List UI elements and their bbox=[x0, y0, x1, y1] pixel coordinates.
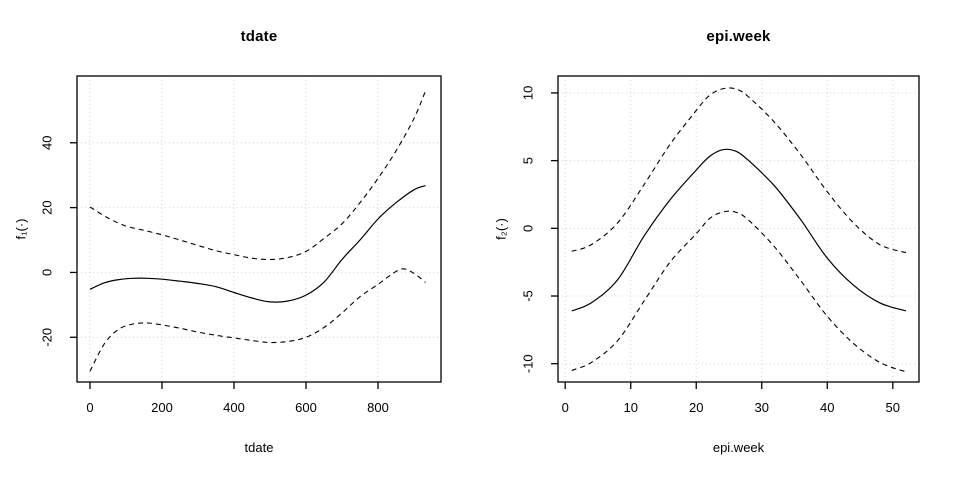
x-axis-tick-label: 600 bbox=[295, 400, 317, 415]
plot-box bbox=[76, 75, 442, 383]
lower-ci-curve bbox=[571, 210, 907, 373]
x-axis-tick-label: 400 bbox=[223, 400, 245, 415]
y-axis-tick-label: 40 bbox=[39, 136, 54, 150]
y-axis-label-f2: f₂(·) bbox=[493, 218, 509, 240]
x-axis-tick-label: 10 bbox=[623, 400, 637, 415]
lower-ci-curve bbox=[89, 268, 426, 372]
plot-title-epi-week: epi.week bbox=[706, 28, 771, 45]
plot-box bbox=[557, 75, 920, 383]
plot-title-tdate: tdate bbox=[240, 28, 278, 45]
tdate-plot-canvas: 0 200 400 600 800 -20 0 20 40 bbox=[39, 75, 442, 415]
y-axis-tick-label: 0 bbox=[520, 225, 535, 232]
x-axis-tick-label: 0 bbox=[86, 400, 93, 415]
y-axis-label-f1: f₁(·) bbox=[13, 218, 29, 240]
x-axis-tick-label: 800 bbox=[367, 400, 389, 415]
fit-curve bbox=[571, 148, 907, 312]
y-axis-tick-label: 0 bbox=[39, 269, 54, 276]
y-axis-tick-label: 20 bbox=[39, 200, 54, 214]
x-axis-label-epi-week: epi.week bbox=[712, 440, 765, 455]
y-axis-tick-label: 10 bbox=[520, 86, 535, 100]
x-axis-label-tdate: tdate bbox=[244, 440, 274, 455]
fit-curve bbox=[89, 185, 426, 303]
y-axis-tick-label: -10 bbox=[520, 354, 535, 373]
x-axis-tick-label: 50 bbox=[886, 400, 900, 415]
y-axis-tick-label: -5 bbox=[520, 290, 535, 302]
y-axis-tick-label: 5 bbox=[520, 157, 535, 164]
epi-week-plot-canvas: 0 10 20 30 40 50 -10 -5 0 5 10 bbox=[520, 75, 920, 415]
x-axis-tick-label: 40 bbox=[820, 400, 834, 415]
panel-epi-week: 0 10 20 30 40 50 -10 -5 0 5 10 epi.week f₂(·) epi.… bbox=[480, 0, 960, 480]
x-axis-tick-label: 30 bbox=[755, 400, 769, 415]
x-axis-tick-label: 20 bbox=[689, 400, 703, 415]
x-axis-tick-label: 200 bbox=[151, 400, 173, 415]
upper-ci-curve bbox=[89, 90, 427, 261]
x-axis-tick-label: 0 bbox=[562, 400, 569, 415]
panel-tdate: 0 200 400 600 800 -20 0 20 40 tdate f₁(·) tdate bbox=[13, 28, 442, 455]
upper-ci-curve bbox=[571, 87, 907, 254]
y-axis-tick-label: -20 bbox=[39, 328, 54, 347]
